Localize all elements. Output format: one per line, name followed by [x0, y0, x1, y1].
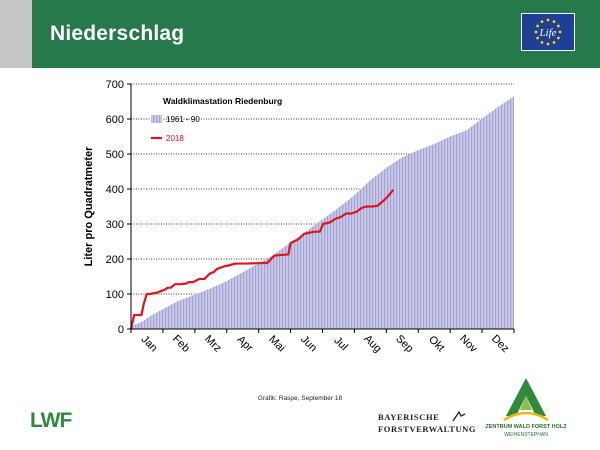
- x-tick-label: Nov: [457, 333, 480, 356]
- chart-legend: 1961 - 90 2018: [151, 115, 200, 143]
- x-tick-labels: Jan Feb Mrz Apr Mai Jun Jul Aug Sep Okt Nov Dez: [139, 333, 512, 356]
- eu-star: [558, 30, 562, 34]
- eu-life-flag: Life: [521, 13, 575, 51]
- y-tick-label: 300: [106, 219, 124, 231]
- eu-star: [556, 36, 560, 40]
- y-tick-label: 500: [106, 149, 124, 161]
- eu-stars-icon: [534, 18, 562, 46]
- bayern-logo-line1: BAYERISCHE: [378, 412, 440, 422]
- y-tick-label: 400: [106, 184, 124, 196]
- x-tick-label: Dez: [489, 333, 511, 355]
- x-tick-label: Mai: [266, 333, 287, 354]
- zentrum-wald-forst-holz-logo: ZENTRUM WALD FORST HOLZ WEIHENSTEPHAN: [476, 376, 576, 446]
- bayerische-forstverwaltung-logo: BAYERISCHE FORSTVERWALTUNG: [378, 408, 476, 438]
- x-tick-label: Sep: [393, 333, 415, 355]
- x-tick-label: Jan: [139, 333, 160, 354]
- eu-star: [536, 24, 540, 28]
- zwfh-logo-line1: ZENTRUM WALD FORST HOLZ: [485, 424, 567, 430]
- bayern-logo-line2: FORSTVERWALTUNG: [378, 424, 477, 434]
- legend-label-1961-90: 1961 - 90: [166, 115, 200, 124]
- x-tick-label: Okt: [426, 334, 447, 355]
- eu-star: [552, 20, 556, 24]
- eu-star: [534, 30, 538, 34]
- legend-swatch-1961-90: [151, 115, 162, 123]
- eu-star: [552, 40, 556, 44]
- x-tick-label: Jul: [331, 335, 349, 353]
- lwf-logo-text: LWF: [30, 409, 72, 430]
- eu-star: [540, 40, 544, 44]
- eu-star: [540, 20, 544, 24]
- x-tick-label: Feb: [170, 333, 192, 355]
- chart-title: Waldklimastation Riedenburg: [163, 96, 282, 106]
- x-tick-label: Mrz: [202, 333, 223, 354]
- legend-label-2018: 2018: [166, 134, 184, 143]
- y-tick-label: 200: [106, 254, 124, 266]
- eu-flag-text: Life: [538, 27, 556, 39]
- x-tick-label: Jun: [298, 333, 319, 354]
- series-area-1961-90: [131, 96, 514, 329]
- eu-star: [536, 36, 540, 40]
- y-axis-label: Liter pro Quadratmeter: [83, 146, 95, 267]
- area-1961-90: [131, 96, 514, 329]
- slide-title: Niederschlag: [50, 22, 185, 45]
- lwf-logo: LWF: [30, 408, 80, 435]
- y-tick-label: 0: [118, 324, 124, 336]
- tree-mark-icon: [503, 378, 549, 422]
- chart-svg: 0 100 200 300 400 500 600 700 Jan Feb Mrz Apr Mai Ju…: [83, 79, 515, 356]
- series-line-2018: [129, 189, 395, 330]
- eu-star: [546, 42, 550, 46]
- slide-header: [32, 0, 600, 68]
- eu-star: [546, 18, 550, 22]
- zwfh-logo-line2: WEIHENSTEPHAN: [504, 432, 548, 438]
- precipitation-chart: 0 100 200 300 400 500 600 700 Jan Feb Mrz Apr Mai Ju…: [0, 68, 600, 388]
- line-2018: [129, 189, 395, 330]
- y-tick-labels: 0 100 200 300 400 500 600 700: [106, 79, 124, 336]
- y-tick-label: 600: [106, 114, 124, 126]
- eu-star: [556, 24, 560, 28]
- y-tick-label: 700: [106, 79, 124, 91]
- x-tick-label: Aug: [361, 333, 383, 355]
- y-tick-label: 100: [106, 289, 124, 301]
- side-accent-bar: [0, 0, 32, 68]
- axes: [127, 83, 515, 333]
- graphic-credit: Grafik: Raspe, September 18: [257, 395, 343, 402]
- x-tick-label: Apr: [235, 334, 256, 355]
- bayern-lion-icon: [452, 410, 466, 422]
